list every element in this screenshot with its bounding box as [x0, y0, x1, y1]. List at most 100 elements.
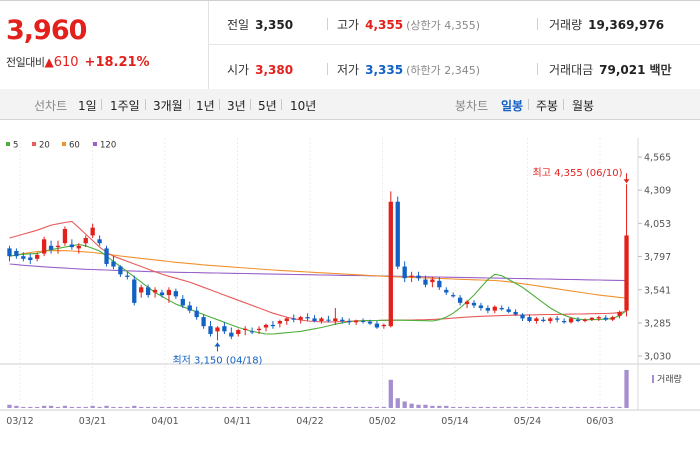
x-tick-label: 05/14 [441, 416, 468, 427]
candles [7, 184, 629, 341]
candle-body [624, 235, 629, 311]
candle-chart-label[interactable]: 봉차트 [455, 99, 489, 113]
volume-bar [402, 401, 407, 408]
day-low: 저가 3,335 (하한가 2,345) [337, 61, 480, 78]
volume-bar [180, 406, 185, 408]
volume-bar [430, 405, 435, 408]
candle-body [423, 279, 428, 285]
candle-body [444, 289, 449, 293]
range-3m[interactable]: 3개월 [153, 99, 183, 113]
volume-bar [451, 406, 456, 408]
candle-body [506, 309, 511, 312]
candle-body [333, 318, 338, 321]
candle-body [14, 250, 19, 257]
x-tick-label: 04/22 [296, 416, 323, 427]
divider [281, 99, 282, 110]
candle-body [402, 266, 407, 279]
range-1y[interactable]: 1년 [196, 99, 215, 113]
volume-bar [236, 406, 241, 408]
candle-body [603, 317, 608, 320]
volume-bar [610, 406, 615, 408]
candle-body [485, 308, 491, 311]
lower-limit-note: (하한가 2,345) [406, 64, 480, 77]
candle-body [582, 319, 588, 321]
x-axis: 03/12 03/21 04/01 04/11 04/22 05/02 05/14 05/24… [6, 416, 613, 427]
candle-body [69, 244, 75, 248]
current-price-box: 3,960 전일대비▲610 +18.21% [0, 1, 209, 89]
range-10y[interactable]: 10년 [290, 99, 317, 113]
volume-bar [35, 406, 40, 408]
period-daily[interactable]: 일봉 [501, 99, 524, 113]
candle-body [159, 292, 165, 296]
candle-body [229, 332, 234, 337]
divider [189, 99, 190, 110]
y-tick-label: 3,797 [644, 252, 671, 263]
x-tick-label: 04/01 [151, 416, 178, 427]
candle-body [513, 311, 518, 315]
quote-header: 3,960 전일대비▲610 +18.21% 전일 3,350 고가 4,355 (상한… [0, 0, 700, 90]
candle-body [249, 331, 255, 333]
range-3y[interactable]: 3년 [227, 99, 246, 113]
legend-swatch [93, 142, 97, 146]
open-value: 3,380 [255, 63, 294, 77]
down-arrow-icon [623, 179, 630, 184]
ma-legend: 5 20 60 120 [6, 141, 116, 151]
trade-value-label: 거래대금 [549, 63, 594, 77]
candle-body [395, 201, 400, 267]
ma5-line [9, 243, 627, 335]
candle-body [298, 317, 303, 320]
volume-bar [48, 405, 54, 408]
y-tick-label: 3,541 [644, 285, 671, 296]
volume-bar [319, 406, 324, 408]
prev-close: 전일 3,350 [227, 16, 293, 33]
volume-bar [457, 406, 463, 408]
candle-body [568, 318, 574, 323]
volume-bar [270, 406, 276, 408]
prev-close-label: 전일 [227, 18, 250, 32]
volume-bar [568, 406, 574, 408]
candle-body [263, 324, 269, 328]
candle-body [104, 248, 109, 264]
legend-label: 60 [69, 141, 80, 151]
line-chart-label[interactable]: 선차트 [34, 99, 68, 113]
period-weekly[interactable]: 주봉 [536, 99, 559, 113]
candle-body [270, 324, 276, 327]
candle-body [437, 280, 442, 288]
candle-body [471, 302, 477, 306]
volume-bar [326, 406, 331, 408]
prev-close-value: 3,350 [255, 18, 294, 32]
range-1d[interactable]: 1일 [78, 99, 97, 113]
high-annotation: 최고 4,355 (06/10) [533, 167, 623, 179]
candle-body [83, 238, 88, 244]
candle-body [353, 320, 359, 323]
volume-bar [353, 406, 359, 408]
candle-body [152, 289, 158, 293]
volume-bar [596, 406, 601, 408]
candle-body [284, 318, 289, 321]
candle-body [319, 318, 324, 321]
range-5y[interactable]: 5년 [258, 99, 277, 113]
candle-body [243, 328, 248, 331]
volume-legend-label: 거래량 [657, 373, 682, 385]
up-arrow-icon [214, 342, 221, 347]
divider [219, 99, 220, 110]
volume-bar [166, 406, 172, 408]
x-tick-label: 05/24 [514, 416, 541, 427]
volume-bar [139, 406, 144, 408]
candle-body [173, 291, 179, 297]
volume-bar [388, 379, 393, 408]
volume-bar [173, 406, 179, 408]
candle-body [451, 295, 456, 297]
volume-bar [69, 406, 75, 408]
volume-bar [513, 406, 518, 408]
candle-body [561, 320, 567, 323]
period-monthly[interactable]: 월봉 [572, 99, 595, 113]
x-tick-label: 04/11 [224, 416, 251, 427]
divider [327, 18, 328, 30]
volume-bar [555, 406, 560, 408]
volume-bar [263, 406, 269, 408]
range-1w[interactable]: 1주일 [110, 99, 140, 113]
candle-body [48, 245, 54, 250]
volume-bar [312, 406, 317, 408]
y-tick-label: 4,053 [644, 219, 671, 230]
